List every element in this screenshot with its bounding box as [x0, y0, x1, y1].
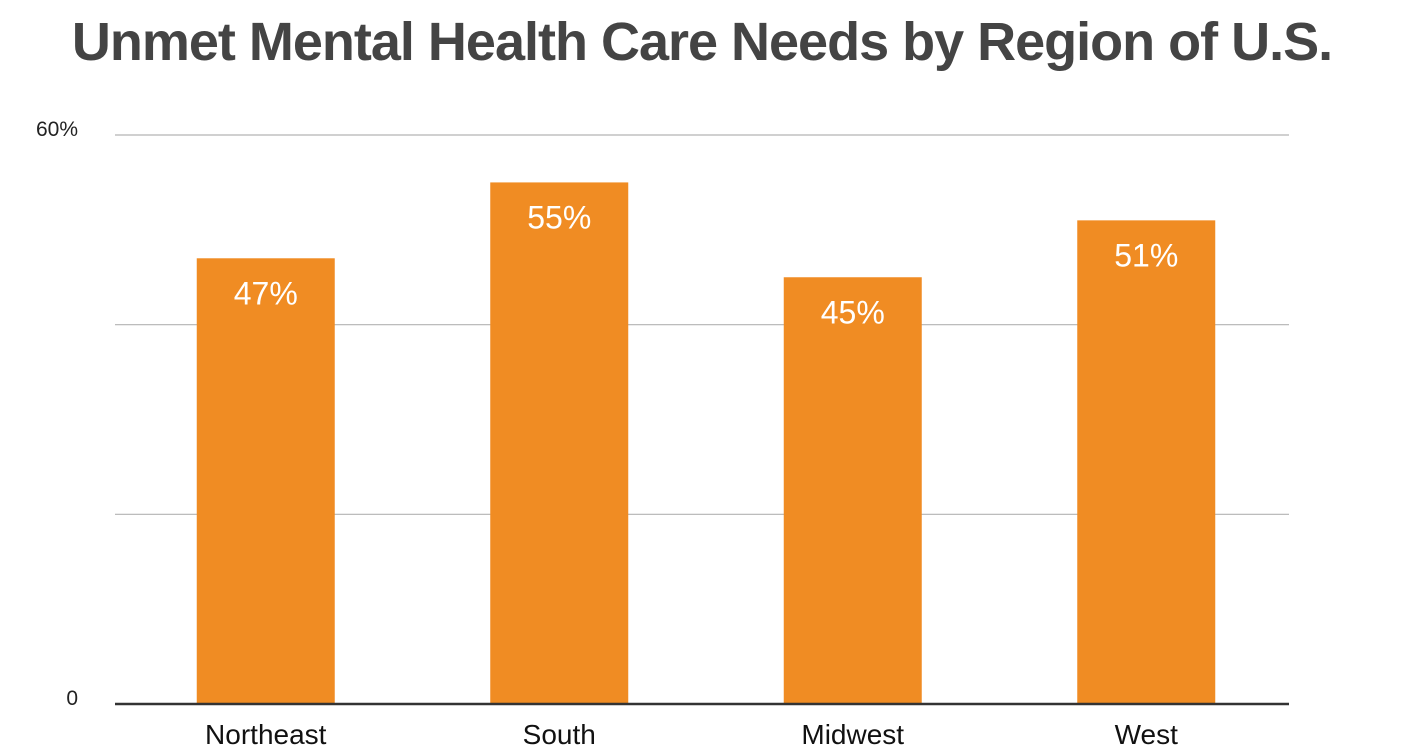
data-label-west: 51%: [1114, 237, 1178, 273]
x-tick-label-midwest: Midwest: [801, 719, 904, 750]
bar-midwest: [783, 277, 922, 704]
y-tick-label-60: 60%: [36, 118, 78, 141]
data-labels: 47% 55% 45% 51%: [234, 199, 1179, 330]
x-tick-label-northeast: Northeast: [205, 719, 327, 750]
x-axis-ticks: Northeast South Midwest West: [205, 719, 1178, 750]
data-label-south: 55%: [527, 199, 591, 235]
bar-south: [490, 182, 629, 704]
chart-title: Unmet Mental Health Care Needs by Region…: [72, 12, 1332, 72]
x-tick-label-south: South: [523, 719, 596, 750]
y-axis-ticks: 0 60%: [36, 118, 78, 710]
x-tick-label-west: West: [1115, 719, 1178, 750]
y-tick-label-0: 0: [66, 687, 78, 710]
bars: [196, 182, 1216, 704]
bar-west: [1077, 220, 1216, 704]
data-label-midwest: 45%: [821, 294, 885, 330]
data-label-northeast: 47%: [234, 275, 298, 311]
bar-northeast: [196, 258, 335, 704]
